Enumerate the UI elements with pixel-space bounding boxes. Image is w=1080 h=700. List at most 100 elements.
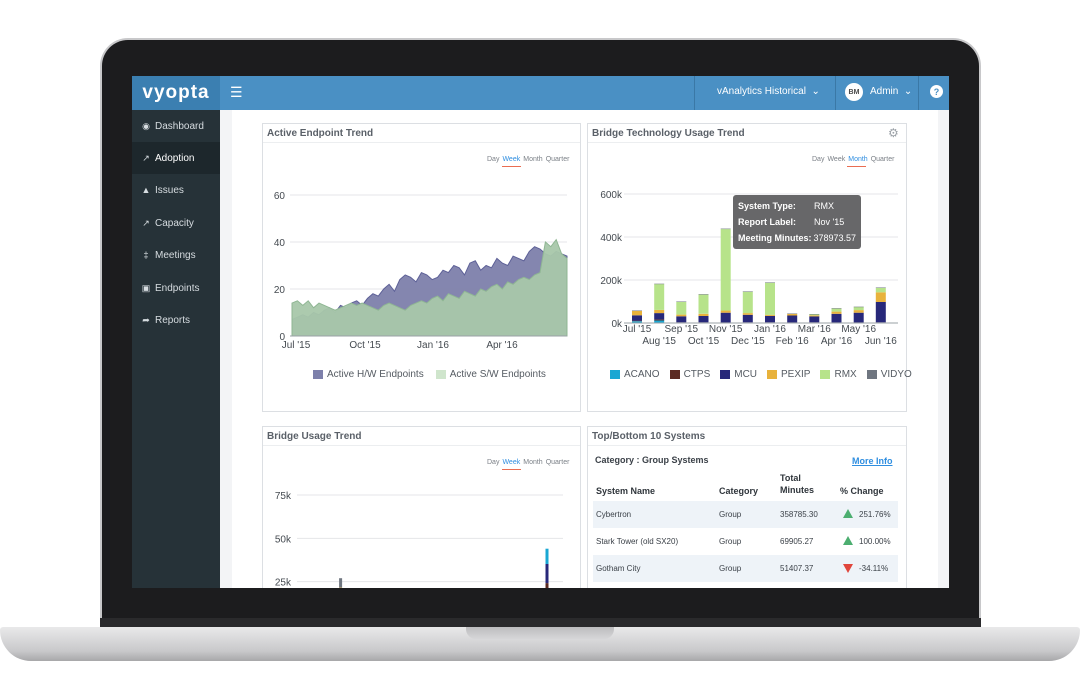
legend-item-mcu[interactable]: MCU xyxy=(720,369,757,380)
table-row[interactable]: Stark Tower (old SX20) Group 69905.27 10… xyxy=(593,528,898,555)
bar-segment-pexip xyxy=(742,313,753,315)
bar-segment-mcu xyxy=(698,315,709,323)
trend-up-icon xyxy=(843,536,853,545)
divider xyxy=(263,445,580,446)
period-week[interactable]: Week xyxy=(502,459,521,466)
legend-item-pexip[interactable]: PEXIP xyxy=(767,369,810,380)
period-quarter[interactable]: Quarter xyxy=(545,156,570,163)
legend-swatch xyxy=(720,370,731,379)
y-tick-label: 75k xyxy=(275,491,292,502)
topbar-divider xyxy=(918,76,919,110)
system-name: Gotham City xyxy=(596,564,641,573)
usage-bar-segment xyxy=(545,583,549,588)
more-info-link[interactable]: More Info xyxy=(852,456,893,466)
x-tick-label: Aug '15 xyxy=(642,336,676,347)
sidebar-item-capacity[interactable]: ↗ Capacity xyxy=(132,207,220,239)
legend-swatch xyxy=(435,370,446,379)
period-day[interactable]: Day xyxy=(812,156,825,163)
app-switcher-dropdown[interactable]: vAnalytics Historical ⌄ xyxy=(717,86,820,97)
hamburger-menu-icon[interactable]: ☰ xyxy=(230,84,243,100)
endpoint-trend-chart: 0 20 40 60 Jul '15 Oct '15 Jan '16 Apr '16 xyxy=(274,191,568,351)
column-header-total-minutes[interactable]: Total Minutes xyxy=(780,473,815,495)
period-quarter[interactable]: Quarter xyxy=(870,156,895,163)
column-header-category[interactable]: Category xyxy=(719,486,759,496)
y-tick-label: 200k xyxy=(600,276,623,287)
sidebar-item-dashboard[interactable]: ◉ Dashboard xyxy=(132,110,220,142)
percent-change: 251.76% xyxy=(859,510,891,519)
legend-item-hw[interactable]: Active H/W Endpoints xyxy=(313,369,424,380)
sidebar-item-endpoints[interactable]: ▣ Endpoints xyxy=(132,272,220,304)
table-row[interactable]: Cybertron Group 358785.30 251.76% xyxy=(593,501,898,528)
legend-label: MCU xyxy=(734,369,758,380)
bar-segment-pexip xyxy=(809,315,820,317)
x-tick-label: May '16 xyxy=(841,324,876,335)
sidebar-item-meetings[interactable]: ‡ Meetings xyxy=(132,239,220,271)
x-tick-label: Jul '15 xyxy=(623,324,652,335)
panel-title: Bridge Usage Trend xyxy=(267,431,362,442)
bar-segment-vidyo xyxy=(787,313,798,314)
y-tick-label: 0 xyxy=(279,332,285,343)
sidebar-item-adoption[interactable]: ↗ Adoption xyxy=(132,142,220,174)
sidebar-item-label: Dashboard xyxy=(155,120,204,132)
column-header-percent-change[interactable]: % Change xyxy=(840,486,884,496)
table-row[interactable]: Gotham City Group 51407.37 -34.11% xyxy=(593,555,898,582)
dashboard-canvas: Active Endpoint Trend Day Week Month Qua… xyxy=(232,110,938,588)
y-tick-label: 60 xyxy=(274,191,286,202)
sidebar-item-issues[interactable]: ▲ Issues xyxy=(132,174,220,206)
column-header-system-name[interactable]: System Name xyxy=(596,486,656,496)
period-week[interactable]: Week xyxy=(502,156,521,163)
bridge-usage-chart: 25k 50k 75k xyxy=(275,491,563,588)
bar-segment-mcu xyxy=(765,315,775,323)
tooltip-row: Report Label: Nov '15 xyxy=(738,214,856,230)
bar-segment-rmx xyxy=(831,308,842,312)
legend-swatch xyxy=(820,370,831,379)
period-day[interactable]: Day xyxy=(487,156,500,163)
user-menu-dropdown[interactable]: Admin ⌄ xyxy=(870,86,912,97)
usage-bar-segment xyxy=(545,548,549,564)
period-quarter[interactable]: Quarter xyxy=(545,459,570,466)
legend-item-sw[interactable]: Active S/W Endpoints xyxy=(435,369,546,380)
system-category: Group xyxy=(719,564,742,573)
period-month[interactable]: Month xyxy=(848,156,868,163)
sidebar-item-label: Meetings xyxy=(155,249,196,261)
percent-change: 100.00% xyxy=(859,537,891,546)
bar-segment-rmx xyxy=(698,294,709,314)
bar-segment-pexip xyxy=(632,311,642,316)
bar-segment-mcu xyxy=(787,315,798,323)
bar-segment-rmx xyxy=(765,282,775,315)
bar-segment-mcu xyxy=(676,316,687,323)
y-tick-label: 50k xyxy=(275,534,292,545)
topbar-divider xyxy=(835,76,836,110)
selected-period-underline xyxy=(502,469,521,470)
bar-segment-pexip xyxy=(853,310,864,313)
legend-item-rmx[interactable]: RMX xyxy=(820,369,857,380)
legend-item-ctps[interactable]: CTPS xyxy=(669,369,710,380)
period-month[interactable]: Month xyxy=(523,156,543,163)
logo[interactable]: vyopta xyxy=(132,76,220,110)
legend-item-acano[interactable]: ACANO xyxy=(610,369,660,380)
bar-segment-mcu xyxy=(742,314,753,323)
help-icon[interactable]: ? xyxy=(930,85,943,98)
legend-item-vidyo[interactable]: VIDYO xyxy=(866,369,912,380)
bar-segment-pexip xyxy=(787,313,798,316)
period-day[interactable]: Day xyxy=(487,459,500,466)
legend-label: ACANO xyxy=(624,369,660,380)
bar-segment-vidyo xyxy=(698,294,709,295)
bar-segment-acano xyxy=(654,320,665,323)
bar-segment-vidyo xyxy=(853,306,864,308)
x-tick-label: Mar '16 xyxy=(798,324,831,335)
x-tick-label: Jun '16 xyxy=(865,336,897,347)
period-month[interactable]: Month xyxy=(523,459,543,466)
bar-segment-mcu xyxy=(632,315,642,321)
app-switcher-label: vAnalytics Historical xyxy=(717,86,806,97)
bar-segment-rmx xyxy=(853,306,864,311)
legend-label: VIDYO xyxy=(880,369,912,380)
avatar[interactable]: BM xyxy=(845,83,863,101)
top-bottom-systems-panel: Top/Bottom 10 Systems Category : Group S… xyxy=(587,426,907,588)
gear-icon[interactable]: ⚙ xyxy=(888,126,899,140)
bar-segment-rmx xyxy=(875,288,886,293)
period-switch: Day Week Month Quarter xyxy=(487,459,569,466)
bar-segment-pexip xyxy=(765,314,775,316)
period-week[interactable]: Week xyxy=(827,156,846,163)
sidebar-item-reports[interactable]: ➦ Reports xyxy=(132,304,220,336)
